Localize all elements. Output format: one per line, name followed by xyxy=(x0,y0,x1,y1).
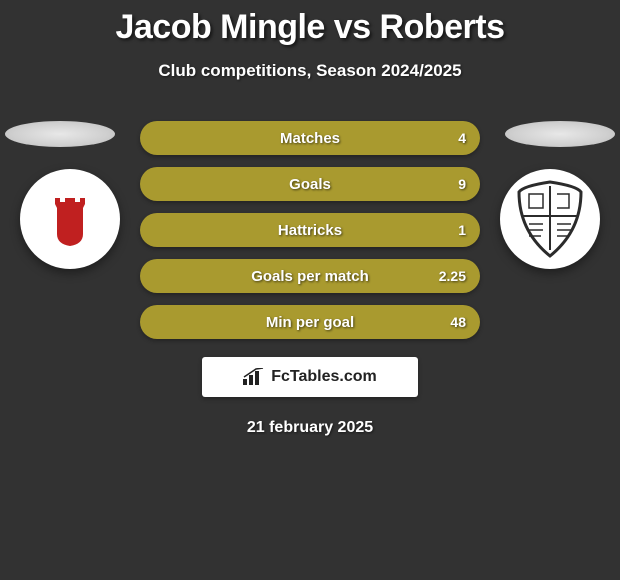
comparison-card: Jacob Mingle vs Roberts Club competition… xyxy=(0,0,620,437)
tower-icon xyxy=(35,184,105,254)
stats-area: Matches 4 Goals 9 Hattricks 1 Goals per match 2… xyxy=(0,121,620,339)
right-player-disc xyxy=(505,121,615,147)
left-club-badge xyxy=(20,169,120,269)
fctables-attribution[interactable]: FcTables.com xyxy=(202,357,418,397)
stat-value-right: 1 xyxy=(458,222,466,238)
stat-row: Min per goal 48 xyxy=(140,305,480,339)
stat-label: Min per goal xyxy=(266,314,354,331)
stat-value-right: 2.25 xyxy=(439,268,466,284)
stat-row: Hattricks 1 xyxy=(140,213,480,247)
subtitle: Club competitions, Season 2024/2025 xyxy=(0,61,620,81)
stat-label: Matches xyxy=(280,130,340,147)
stat-label: Hattricks xyxy=(278,222,342,239)
left-player-disc xyxy=(5,121,115,147)
date-label: 21 february 2025 xyxy=(0,419,620,437)
bar-chart-icon xyxy=(243,368,265,386)
stat-value-right: 4 xyxy=(458,130,466,146)
stat-rows: Matches 4 Goals 9 Hattricks 1 Goals per match 2… xyxy=(140,121,480,339)
stat-value-right: 9 xyxy=(458,176,466,192)
stat-label: Goals xyxy=(289,176,331,193)
stat-row: Matches 4 xyxy=(140,121,480,155)
stat-row: Goals per match 2.25 xyxy=(140,259,480,293)
right-club-badge xyxy=(500,169,600,269)
page-title: Jacob Mingle vs Roberts xyxy=(0,8,620,47)
stat-row: Goals 9 xyxy=(140,167,480,201)
shield-icon xyxy=(507,176,593,262)
stat-label: Goals per match xyxy=(251,268,369,285)
stat-value-right: 48 xyxy=(450,314,466,330)
fctables-text: FcTables.com xyxy=(271,368,377,386)
